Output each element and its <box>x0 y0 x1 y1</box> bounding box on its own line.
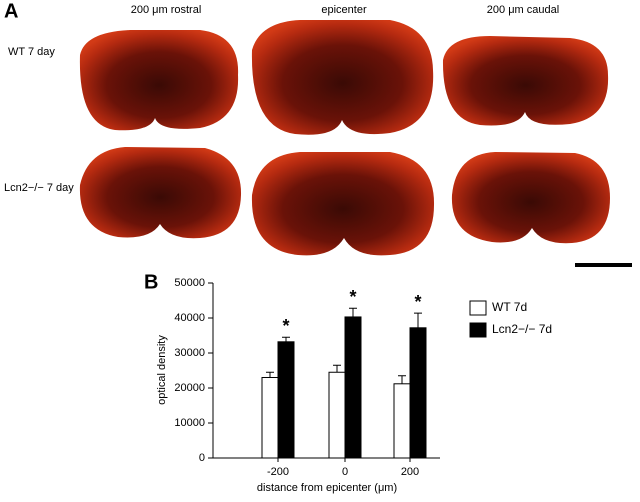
legend-label: WT 7d <box>492 300 527 314</box>
bar <box>344 316 362 459</box>
y-axis-label: optical density <box>156 335 168 405</box>
error-bar <box>282 336 290 342</box>
column-label: epicenter <box>321 4 367 16</box>
tissue-section <box>79 30 239 131</box>
annotation: * <box>349 287 356 307</box>
y-tick-label: 10000 <box>174 417 205 429</box>
tissue-images <box>79 20 610 256</box>
row-label: WT 7 day <box>8 46 55 58</box>
error-bar <box>266 371 274 378</box>
y-tick-label: 30000 <box>174 347 205 359</box>
tissue-section <box>251 152 435 256</box>
legend-label: Lcn2−/− 7d <box>492 322 552 336</box>
tissue-section <box>442 36 609 126</box>
y-tick-label: 40000 <box>174 312 205 324</box>
tissue-section <box>451 152 610 244</box>
annotation: * <box>282 316 289 336</box>
error-bar <box>349 307 357 317</box>
column-label: 200 μm rostral <box>131 4 202 16</box>
legend-swatch <box>469 300 487 316</box>
y-tick-label: 20000 <box>174 382 205 394</box>
legend-swatch <box>469 322 487 338</box>
x-tick-label: 200 <box>401 466 419 478</box>
error-bar <box>333 364 341 373</box>
panel-label: B <box>144 271 158 293</box>
y-tick-label: 0 <box>199 452 205 464</box>
error-bar <box>414 312 422 328</box>
x-axis-label: distance from epicenter (μm) <box>257 482 397 494</box>
bar <box>409 327 427 459</box>
bar <box>393 383 411 459</box>
x-tick-label: -200 <box>267 466 289 478</box>
row-label: Lcn2−/− 7 day <box>4 182 74 194</box>
tissue-section <box>251 20 434 135</box>
x-tick-label: 0 <box>342 466 348 478</box>
error-bar <box>398 375 406 384</box>
annotation: * <box>414 292 421 312</box>
y-tick-label: 50000 <box>174 277 205 289</box>
bar <box>328 371 346 459</box>
panel-label: A <box>4 0 18 22</box>
bar <box>277 341 295 459</box>
column-label: 200 μm caudal <box>487 4 559 16</box>
tissue-section <box>79 147 242 239</box>
bar <box>261 377 279 459</box>
